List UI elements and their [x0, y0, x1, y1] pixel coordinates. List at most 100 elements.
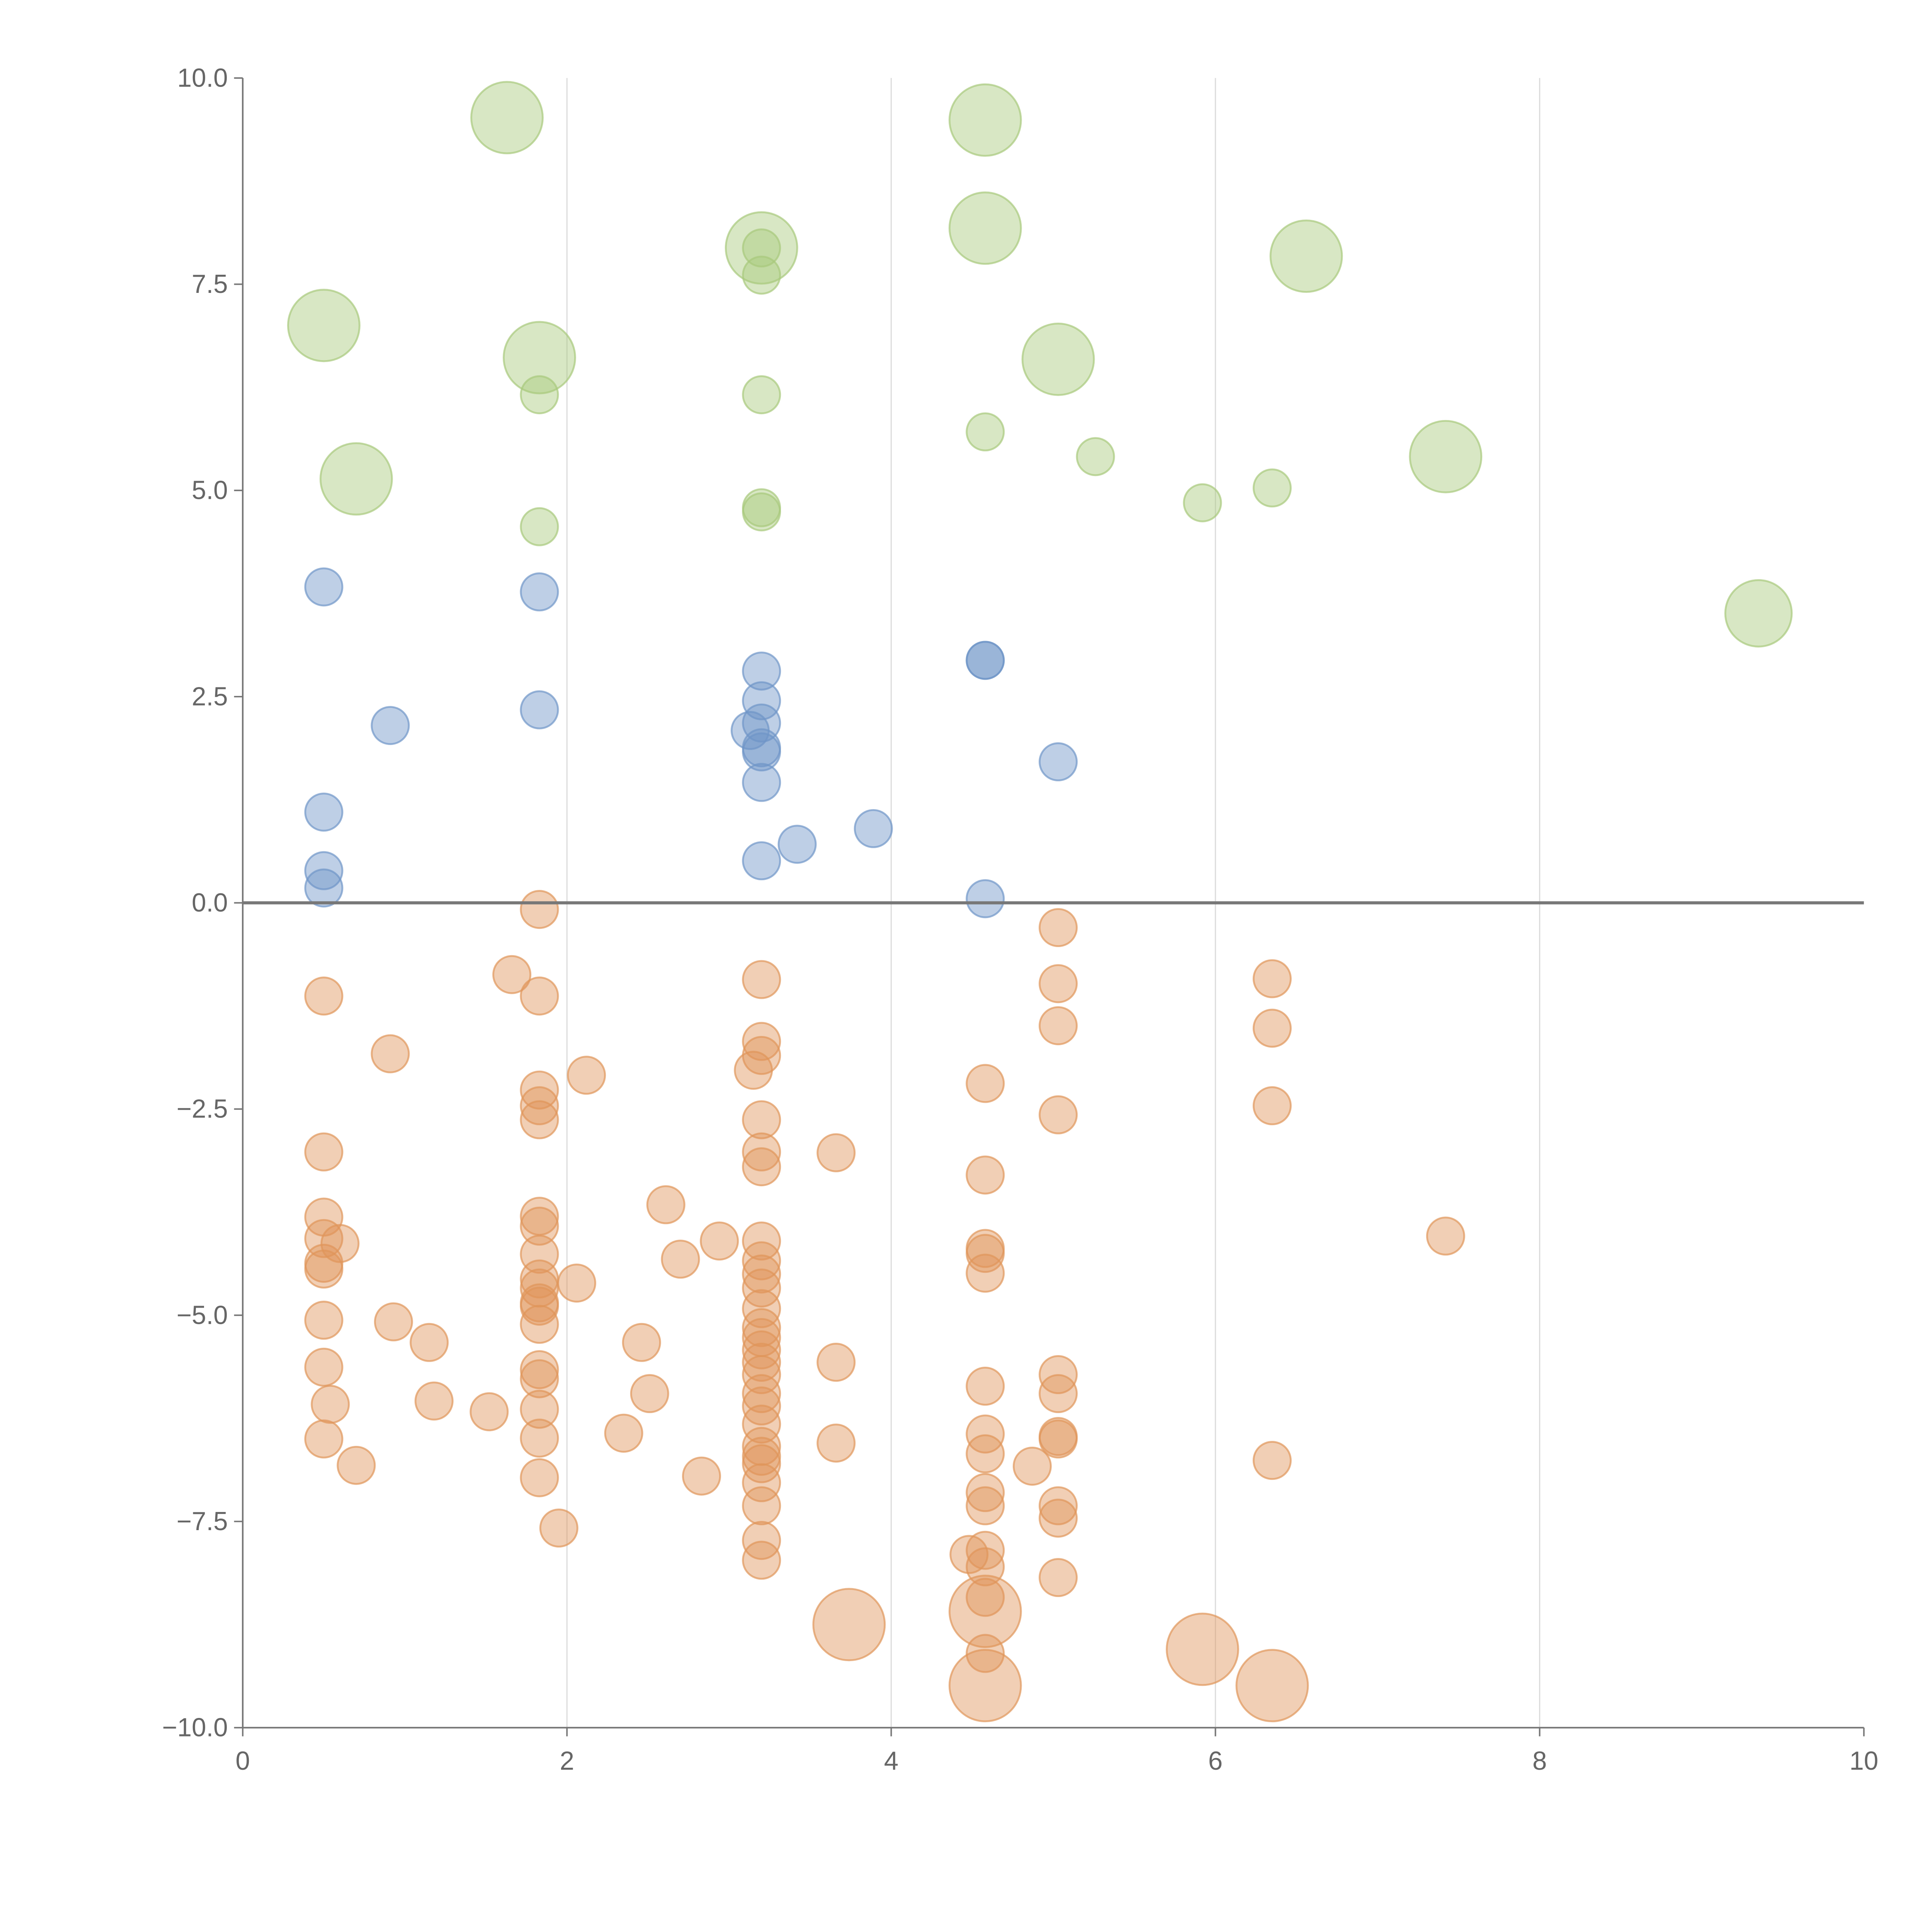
orange-point	[1039, 1095, 1078, 1134]
orange-point	[520, 1389, 559, 1429]
y-tick-label: −5.0	[177, 1301, 228, 1330]
orange-point	[742, 1100, 781, 1139]
orange-point	[948, 1575, 1022, 1648]
orange-point	[966, 1366, 1005, 1406]
orange-point	[520, 1206, 559, 1246]
blue-point	[742, 681, 781, 721]
orange-point	[520, 1070, 559, 1110]
orange-point	[742, 1521, 781, 1560]
x-tick-label: 0	[235, 1747, 250, 1776]
orange-point	[1039, 908, 1078, 947]
y-tick-label: 0.0	[192, 888, 228, 917]
orange-point	[1039, 964, 1078, 1003]
orange-point	[337, 1446, 376, 1485]
orange-point	[520, 1359, 559, 1398]
orange-point	[742, 1268, 781, 1308]
orange-point	[311, 1384, 350, 1424]
orange-point	[469, 1392, 509, 1432]
orange-point	[1039, 1006, 1078, 1046]
orange-point	[492, 955, 532, 994]
orange-point	[520, 1304, 559, 1344]
orange-point	[304, 1132, 344, 1172]
green-point	[503, 321, 576, 395]
green-point	[320, 442, 393, 516]
orange-point	[812, 1588, 886, 1662]
y-tick-label: 7.5	[192, 270, 228, 299]
orange-point	[520, 1458, 559, 1497]
orange-point	[630, 1374, 669, 1413]
orange-point	[742, 1132, 781, 1172]
orange-point	[742, 1308, 781, 1347]
orange-point	[966, 1531, 1005, 1570]
orange-point	[520, 976, 559, 1016]
y-tick-label: −2.5	[177, 1095, 228, 1124]
orange-point	[646, 1185, 685, 1225]
green-point	[966, 412, 1005, 452]
orange-point	[966, 1234, 1005, 1273]
orange-point	[414, 1381, 454, 1421]
orange-point	[1252, 1009, 1292, 1048]
axes: 0 2 4 6 8 10 10.0 7.5 5.0 2.5 0.0 −2.5 −5.0 −7.5 −10.0	[162, 63, 1878, 1776]
green-point	[1183, 483, 1222, 522]
orange-point	[966, 1414, 1005, 1454]
orange-point	[966, 1434, 1005, 1473]
green-point	[742, 492, 781, 532]
orange-point	[1166, 1612, 1239, 1686]
orange-point	[966, 1486, 1005, 1526]
data-points	[287, 81, 1793, 1723]
orange-point	[816, 1423, 856, 1463]
orange-point	[966, 1064, 1005, 1103]
blue-point	[742, 763, 781, 802]
y-tick-label: 5.0	[192, 476, 228, 505]
y-tick-label: −10.0	[162, 1713, 228, 1742]
orange-point	[304, 1249, 344, 1289]
blue-point	[371, 706, 410, 745]
orange-point	[520, 890, 559, 929]
green-point	[1076, 437, 1115, 476]
green-point	[1021, 322, 1095, 396]
orange-point	[1039, 1498, 1078, 1538]
orange-point	[1012, 1447, 1052, 1486]
orange-point	[371, 1034, 410, 1073]
blue-point	[966, 641, 1005, 680]
y-tick-label: −7.5	[177, 1507, 228, 1536]
orange-point	[742, 1254, 781, 1294]
blue-point	[304, 793, 344, 832]
green-point	[742, 375, 781, 415]
orange-point	[557, 1264, 596, 1303]
orange-point	[1252, 1441, 1292, 1480]
orange-point	[742, 960, 781, 999]
orange-point	[1426, 1216, 1465, 1256]
blue-point	[777, 825, 817, 864]
orange-point	[816, 1133, 856, 1172]
orange-point	[320, 1224, 360, 1263]
y-tick-label: 10.0	[177, 63, 228, 92]
blue-point	[854, 809, 893, 848]
green-point	[1409, 420, 1483, 493]
orange-point	[966, 1578, 1005, 1617]
x-tick-label: 8	[1532, 1747, 1547, 1776]
orange-point	[949, 1535, 989, 1574]
orange-point	[304, 976, 344, 1016]
green-point	[948, 191, 1022, 265]
orange-point	[520, 1418, 559, 1458]
y-tick-label: 2.5	[192, 682, 228, 711]
green-point	[520, 507, 559, 546]
orange-point	[1235, 1649, 1309, 1723]
green-point	[724, 211, 798, 285]
green-point	[470, 81, 544, 155]
orange-point	[1039, 1486, 1078, 1526]
orange-point	[966, 1473, 1005, 1512]
orange-point	[700, 1221, 739, 1261]
blue-point	[742, 841, 781, 881]
green-point	[742, 228, 781, 268]
orange-point	[1252, 959, 1292, 998]
orange-point	[816, 1343, 856, 1382]
orange-point	[742, 1241, 781, 1281]
orange-point	[742, 1374, 781, 1413]
orange-point	[742, 1405, 781, 1444]
orange-point	[520, 1350, 559, 1389]
orange-point	[1252, 1086, 1292, 1126]
orange-point	[734, 1051, 773, 1090]
orange-point	[1039, 1558, 1078, 1597]
